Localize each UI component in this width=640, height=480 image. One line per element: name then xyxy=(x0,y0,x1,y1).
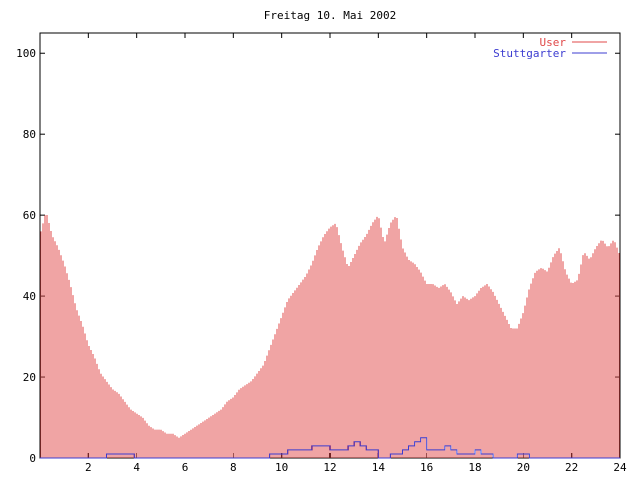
x-tick-label: 22 xyxy=(565,461,578,474)
y-tick-label: 40 xyxy=(23,290,36,303)
x-tick-label: 4 xyxy=(133,461,140,474)
y-axis: 0 20 40 60 80 100 xyxy=(16,47,620,465)
series-stuttgarter xyxy=(40,437,620,459)
x-tick-label: 6 xyxy=(182,461,189,474)
series-user xyxy=(40,214,620,458)
x-tick-label: 8 xyxy=(230,461,237,474)
x-tick-label: 18 xyxy=(468,461,481,474)
legend: User Stuttgarter xyxy=(493,36,607,60)
y-tick-label: 20 xyxy=(23,371,36,384)
x-tick-label: 24 xyxy=(613,461,627,474)
x-tick-label: 2 xyxy=(85,461,92,474)
y-tick-label: 60 xyxy=(23,209,36,222)
x-tick-label: 14 xyxy=(372,461,386,474)
y-tick-label: 80 xyxy=(23,128,36,141)
x-axis: 2 4 6 8 10 12 14 16 18 20 22 24 xyxy=(85,33,627,474)
y-tick-label: 0 xyxy=(29,452,36,465)
x-tick-label: 16 xyxy=(420,461,433,474)
legend-label-user: User xyxy=(540,36,567,49)
legend-label-stuttgarter: Stuttgarter xyxy=(493,47,566,60)
x-tick-label: 10 xyxy=(275,461,288,474)
line-stuttgarter xyxy=(40,437,620,459)
x-tick-label: 12 xyxy=(323,461,336,474)
x-tick-label: 20 xyxy=(517,461,530,474)
y-tick-label: 100 xyxy=(16,47,36,60)
chart-title: Freitag 10. Mai 2002 xyxy=(264,9,396,22)
